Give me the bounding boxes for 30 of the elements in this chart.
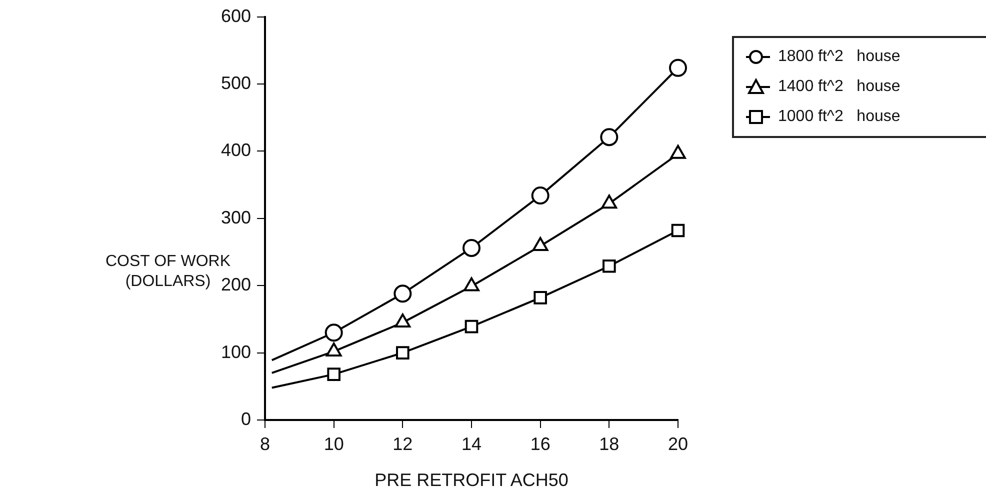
legend-label: 1400 ft^2 house — [778, 78, 900, 96]
x-tick-label: 16 — [530, 434, 550, 454]
x-axis-title: PRE RETROFIT ACH50 — [374, 470, 568, 490]
x-tick-label: 14 — [461, 434, 482, 454]
x-tick-label: 8 — [260, 434, 270, 454]
y-tick-label: 200 — [220, 274, 251, 295]
point — [534, 291, 547, 304]
y-tick-label: 100 — [220, 342, 251, 362]
x-tick-label: 10 — [324, 434, 344, 454]
x-tick-label: 12 — [392, 434, 413, 454]
point — [324, 324, 343, 342]
x-tick-label: 20 — [668, 434, 688, 454]
y-tick-label: 400 — [220, 140, 251, 160]
y-tick-label: 0 — [240, 408, 251, 429]
point — [600, 128, 618, 146]
point — [671, 224, 685, 238]
legend-label: 1800 ft^2 house — [778, 48, 900, 66]
y-tick-label: 500 — [220, 72, 251, 93]
point — [531, 186, 550, 205]
y-tick-label: 600 — [220, 6, 251, 26]
y-tick-label: 300 — [220, 207, 251, 228]
x-tick-label: 18 — [599, 434, 620, 454]
point — [669, 58, 687, 77]
point — [602, 259, 616, 273]
point — [464, 320, 478, 334]
point — [396, 346, 410, 360]
legend-label: 1000 ft^2 house — [778, 108, 900, 126]
point — [327, 368, 340, 381]
point — [462, 238, 480, 257]
point — [394, 284, 412, 303]
